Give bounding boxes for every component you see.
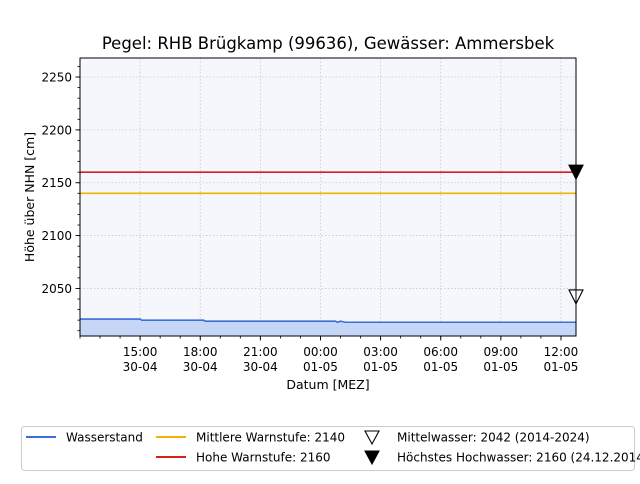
x-tick-label-date: 30-04 bbox=[183, 360, 218, 374]
x-tick-label-time: 21:00 bbox=[243, 345, 278, 359]
legend-label-mittelwasser: Mittelwasser: 2042 (2014-2024) bbox=[397, 431, 590, 445]
x-tick-label-date: 30-04 bbox=[123, 360, 158, 374]
x-axis-ticks: 15:0030-0418:0030-0421:0030-0400:0001-05… bbox=[80, 336, 578, 374]
x-tick-label-date: 01-05 bbox=[363, 360, 398, 374]
y-tick-label: 2200 bbox=[41, 123, 72, 137]
x-tick-label-time: 06:00 bbox=[423, 345, 458, 359]
x-tick-label-time: 12:00 bbox=[544, 345, 579, 359]
x-tick-label-date: 01-05 bbox=[483, 360, 518, 374]
x-axis-label: Datum [MEZ] bbox=[286, 377, 369, 392]
x-tick-label-time: 03:00 bbox=[363, 345, 398, 359]
x-tick-label-date: 01-05 bbox=[544, 360, 579, 374]
legend: Wasserstand Mittlere Warnstufe: 2140 Hoh… bbox=[22, 427, 640, 471]
x-tick-label-time: 09:00 bbox=[484, 345, 519, 359]
y-tick-label: 2250 bbox=[41, 71, 72, 85]
x-tick-label-date: 30-04 bbox=[243, 360, 278, 374]
y-tick-label: 2150 bbox=[41, 176, 72, 190]
legend-label-wasserstand: Wasserstand bbox=[66, 431, 143, 445]
y-tick-label: 2050 bbox=[41, 282, 72, 296]
legend-label-hohe-warnstufe: Hohe Warnstufe: 2160 bbox=[196, 451, 331, 465]
chart-title: Pegel: RHB Brügkamp (99636), Gewässer: A… bbox=[102, 34, 555, 53]
x-tick-label-time: 15:00 bbox=[123, 345, 158, 359]
y-axis-ticks: 2050 2100 2150 2200 2250 bbox=[41, 66, 80, 330]
x-tick-label-date: 01-05 bbox=[303, 360, 338, 374]
legend-label-mittlere-warnstufe: Mittlere Warnstufe: 2140 bbox=[196, 431, 345, 445]
x-tick-label-time: 00:00 bbox=[303, 345, 338, 359]
x-tick-label-time: 18:00 bbox=[183, 345, 218, 359]
legend-label-hoechstes-hochwasser: Höchstes Hochwasser: 2160 (24.12.2014) bbox=[397, 451, 640, 465]
y-axis-label: Höhe über NHN [cm] bbox=[22, 132, 37, 262]
y-tick-label: 2100 bbox=[41, 229, 72, 243]
plot-background bbox=[80, 58, 576, 336]
x-tick-label-date: 01-05 bbox=[423, 360, 458, 374]
